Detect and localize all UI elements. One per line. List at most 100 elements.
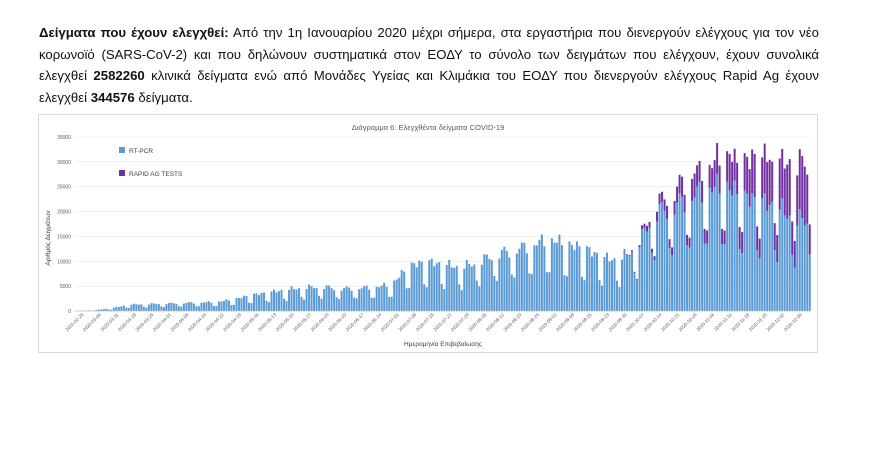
- bar-rapid-ag: [791, 221, 794, 255]
- bar-rapid-ag: [731, 161, 734, 196]
- bar-rtpcr: [408, 287, 411, 311]
- bar-rtpcr: [152, 303, 155, 311]
- bar-rtpcr: [370, 297, 373, 311]
- bar-rtpcr: [97, 309, 100, 311]
- bar-rtpcr: [102, 309, 105, 311]
- bar-rapid-ag: [776, 235, 779, 262]
- bar-rtpcr: [280, 289, 283, 311]
- bar-rtpcr: [753, 196, 756, 311]
- bar-rtpcr: [358, 289, 361, 311]
- bar-rtpcr: [605, 252, 608, 311]
- bar-rtpcr: [285, 300, 288, 311]
- legend-label-rapid: RAPID AG TESTS: [129, 171, 183, 178]
- bar-rtpcr: [555, 242, 558, 311]
- bar-rtpcr: [631, 251, 634, 311]
- bar-rtpcr: [686, 245, 689, 311]
- bar-rapid-ag: [803, 166, 806, 226]
- bar-rtpcr: [403, 271, 406, 311]
- chart-title: Διάγραμμα 6: Ελεγχθέντα δείγματα COVID-1…: [352, 123, 505, 132]
- bar-rapid-ag: [741, 232, 744, 254]
- bar-rtpcr: [237, 298, 240, 311]
- y-tick-label: 0: [68, 309, 71, 315]
- bar-rapid-ag: [711, 168, 714, 193]
- bar-rtpcr: [443, 289, 446, 311]
- bar-rtpcr: [515, 253, 518, 311]
- bar-rtpcr: [247, 302, 250, 311]
- bar-rtpcr: [643, 228, 646, 311]
- bar-rtpcr: [398, 277, 401, 311]
- bar-rapid-ag: [643, 223, 646, 229]
- bar-rtpcr: [250, 303, 253, 311]
- bar-rapid-ag: [783, 168, 786, 216]
- bar-rapid-ag: [696, 165, 699, 187]
- bar-rapid-ag: [698, 160, 701, 182]
- bar-rtpcr: [495, 280, 498, 311]
- bar-rtpcr: [455, 265, 458, 311]
- bar-rtpcr: [598, 280, 601, 311]
- bar-rtpcr: [195, 306, 198, 311]
- bar-rtpcr: [731, 195, 734, 311]
- bar-rtpcr: [711, 192, 714, 311]
- bar-rtpcr: [585, 246, 588, 311]
- bar-rtpcr: [458, 284, 461, 311]
- bar-rtpcr: [503, 246, 506, 311]
- bar-rtpcr: [190, 302, 193, 311]
- bar-rtpcr: [701, 202, 704, 311]
- bar-rtpcr: [583, 279, 586, 311]
- bar-rapid-ag: [721, 228, 724, 245]
- y-tick-label: 5000: [60, 284, 71, 290]
- y-axis-label: Αριθμός Δειγμάτων: [44, 210, 52, 265]
- bar-rtpcr: [275, 292, 278, 311]
- bar-rtpcr: [595, 252, 598, 311]
- bar-rtpcr: [310, 286, 313, 311]
- bar-rtpcr: [255, 293, 258, 311]
- legend-swatch-rapid: [119, 170, 125, 176]
- bar-rtpcr: [242, 295, 245, 311]
- bar-rtpcr: [468, 263, 471, 311]
- bar-rtpcr: [666, 218, 669, 311]
- bar-rtpcr: [776, 261, 779, 311]
- bar-rtpcr: [165, 304, 168, 311]
- bar-rtpcr: [733, 180, 736, 311]
- bar-rtpcr: [743, 190, 746, 311]
- bar-rapid-ag: [666, 205, 669, 219]
- bar-rapid-ag: [753, 153, 756, 197]
- bar-rtpcr: [335, 297, 338, 311]
- bar-rtpcr: [483, 254, 486, 311]
- bar-rtpcr: [600, 285, 603, 311]
- bar-rtpcr: [708, 187, 711, 311]
- bar-rapid-ag: [708, 164, 711, 188]
- bar-rapid-ag: [778, 158, 781, 210]
- bar-rtpcr: [125, 307, 128, 311]
- bar-rtpcr: [668, 247, 671, 311]
- bar-rtpcr: [185, 302, 188, 311]
- bar-rapid-ag: [703, 228, 706, 244]
- bar-rtpcr: [683, 212, 686, 311]
- bar-rtpcr: [240, 298, 243, 311]
- bar-rtpcr: [393, 280, 396, 311]
- bar-rtpcr: [763, 193, 766, 311]
- bar-rtpcr: [333, 290, 336, 311]
- bar-rapid-ag: [678, 174, 681, 194]
- bar-rtpcr: [157, 304, 160, 311]
- bar-rtpcr: [217, 301, 220, 311]
- bar-rtpcr: [150, 303, 153, 311]
- bar-rtpcr: [95, 309, 98, 311]
- bar-rtpcr: [303, 299, 306, 311]
- bar-rtpcr: [353, 297, 356, 311]
- bar-rtpcr: [117, 306, 120, 311]
- bar-rtpcr: [746, 193, 749, 311]
- bar-rapid-ag: [693, 173, 696, 198]
- bar-rtpcr: [355, 298, 358, 311]
- bar-rtpcr: [786, 218, 789, 311]
- bar-rapid-ag: [663, 199, 666, 211]
- bar-rapid-ag: [688, 237, 691, 248]
- bar-rtpcr: [608, 261, 611, 311]
- bar-rapid-ag: [628, 254, 631, 256]
- bar-rtpcr: [105, 308, 108, 311]
- intro-heading: Δείγματα που έχουν ελεγχθεί:: [39, 25, 229, 40]
- bar-rtpcr: [505, 250, 508, 311]
- y-tick-labels: 0 5000 10000 15000 20000 25000 30000 35000: [57, 135, 71, 315]
- bar-rtpcr: [425, 287, 428, 311]
- bar-rtpcr: [155, 304, 158, 311]
